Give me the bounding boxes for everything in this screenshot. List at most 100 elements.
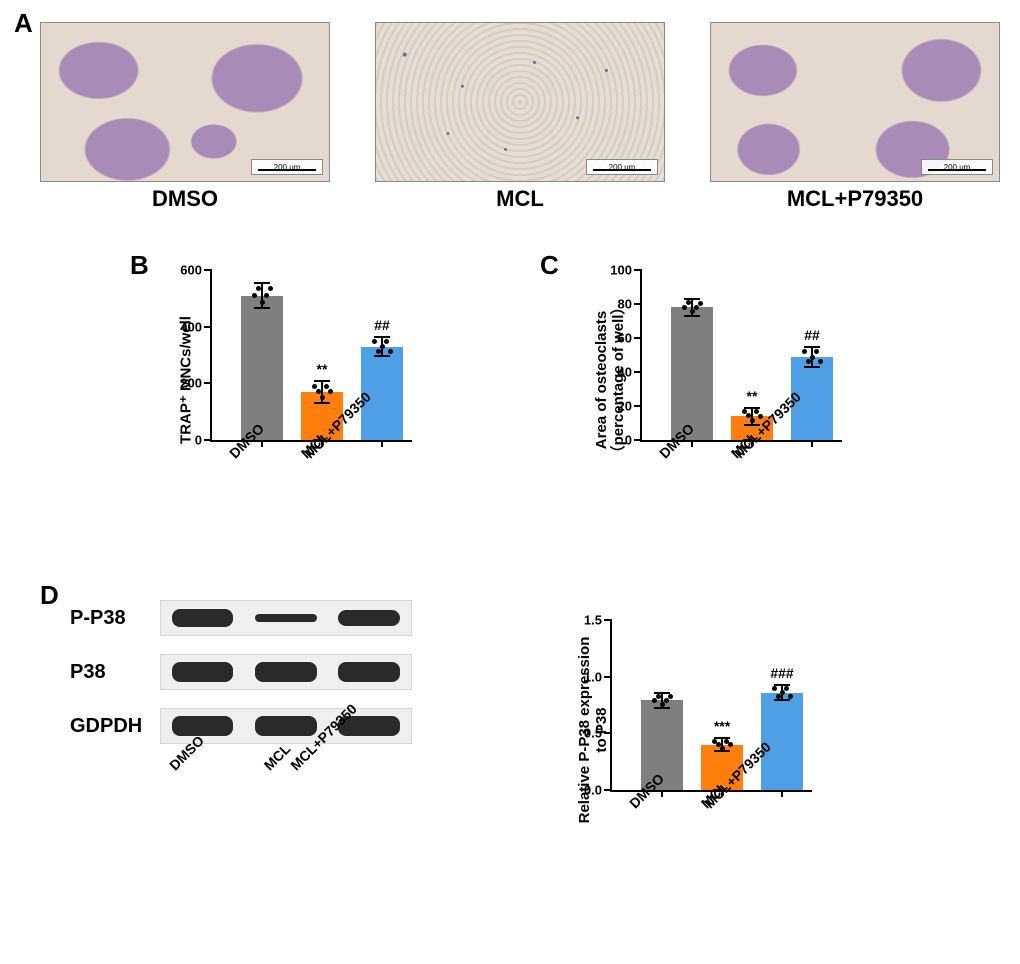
blot-row-label: P-P38 [70,607,160,630]
bar [761,693,803,790]
micrograph-label: MCL [496,186,544,212]
error-cap [254,307,270,309]
data-point [656,694,661,699]
data-point [660,702,665,707]
error-cap [654,707,670,709]
data-point [268,286,273,291]
data-point [260,300,265,305]
data-point [264,293,269,298]
x-tick [261,440,263,447]
scalebar: 200 um [586,159,658,175]
band [338,610,400,626]
band [172,609,234,627]
lane-label: MCL [261,741,294,774]
y-tick-label: 1.0 [584,669,602,684]
y-tick-label: 400 [180,319,202,334]
data-point [652,698,657,703]
panel-letter-c: C [540,250,559,281]
chart-e: Relative P-P38 expression to P38 0.00.51… [570,610,820,850]
band [255,614,317,622]
data-point [814,349,819,354]
chart-b: TRAP⁺ MNCs/well 0200400600DMSO**MCL##MCL… [170,260,420,500]
plot-area: 020406080100DMSO**MCL##MCL+P79350 [640,270,842,442]
y-tick [604,789,612,791]
y-tick-label: 80 [618,297,632,312]
y-tick-label: 1.5 [584,613,602,628]
error-cap [804,346,820,348]
y-tick-label: 0.5 [584,726,602,741]
band [255,716,317,736]
data-point [806,359,811,364]
data-point [664,698,669,703]
error-cap [374,336,390,338]
y-tick [604,676,612,678]
data-point [668,694,673,699]
y-tick-label: 0 [625,433,632,448]
data-point [750,418,755,423]
band [172,662,234,682]
lane [244,655,327,689]
significance-marker: ## [804,327,820,343]
y-tick-label: 100 [610,263,632,278]
lane [161,601,244,635]
lane-set [160,654,412,690]
panel-letter-b: B [130,250,149,281]
y-tick [634,371,642,373]
y-tick [604,619,612,621]
data-point [388,349,393,354]
y-tick-label: 0 [195,433,202,448]
micrograph-col-mcl: 200 um MCL [375,22,665,212]
y-tick [634,303,642,305]
error-cap [774,699,790,701]
y-tick-label: 40 [618,365,632,380]
y-tick-label: 600 [180,263,202,278]
significance-marker: ## [374,317,390,333]
data-point [788,694,793,699]
y-tick [604,732,612,734]
significance-marker: *** [714,718,730,734]
x-tick [691,440,693,447]
plot-area: 0200400600DMSO**MCL##MCL+P79350 [210,270,412,442]
micrograph-row: 200 um DMSO 200 um MCL 200 um MCL+P79350 [40,22,1000,212]
micrograph-col-dmso: 200 um DMSO [40,22,330,212]
micrograph-col-combo: 200 um MCL+P79350 [710,22,1000,212]
lane-set [160,600,412,636]
y-axis-label-line1: Area of osteoclasts [593,311,610,449]
lane [328,601,411,635]
blot-row: P38 [70,654,440,690]
y-axis-label: Area of osteoclasts （percentage of well） [593,300,628,461]
data-point [698,301,703,306]
significance-marker: ** [747,388,758,404]
data-point [728,742,733,747]
y-tick [634,337,642,339]
lane [244,601,327,635]
blot-row: P-P38 [70,600,440,636]
scalebar: 200 um [921,159,993,175]
y-tick [634,269,642,271]
significance-marker: ** [317,361,328,377]
bar [241,296,283,441]
error-cap [654,692,670,694]
error-cap [804,366,820,368]
y-tick [634,405,642,407]
error-cap [314,402,330,404]
micrograph-mcl: 200 um [375,22,665,182]
y-tick [204,382,212,384]
scalebar: 200 um [251,159,323,175]
data-point [256,286,261,291]
lane [161,655,244,689]
error-cap [684,315,700,317]
x-tick [811,440,813,447]
data-point [252,293,257,298]
data-point [754,409,759,414]
band [338,662,400,682]
x-tick [661,790,663,797]
plot-area: 0.00.51.01.5DMSO***MCL###MCL+P79350 [610,620,812,792]
panel-letter-a: A [14,8,33,39]
x-tick [381,440,383,447]
micrograph-dmso: 200 um [40,22,330,182]
y-tick-label: 60 [618,331,632,346]
lane [328,655,411,689]
band [255,662,317,682]
y-tick-label: 0.0 [584,783,602,798]
